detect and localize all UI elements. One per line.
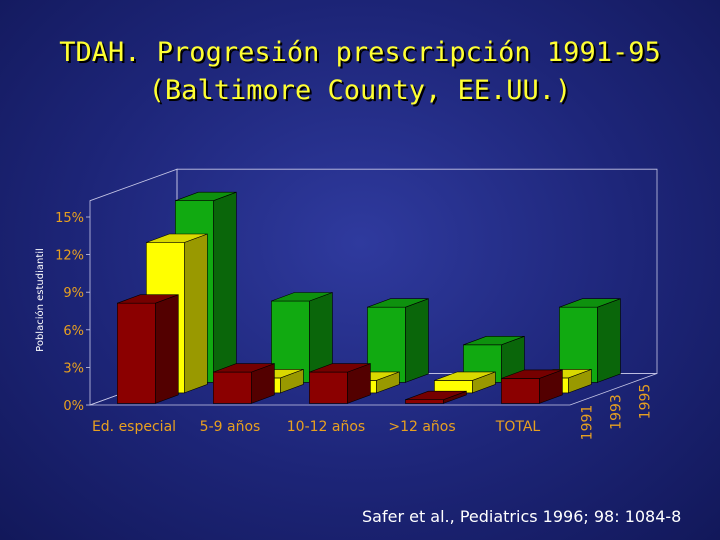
y-tick-label: 0% — [63, 399, 84, 414]
y-tick-label: 12% — [55, 249, 84, 264]
y-tick-label: 3% — [63, 361, 84, 376]
y-tick-label: 9% — [63, 286, 84, 301]
bar-1993-3 — [434, 371, 496, 394]
y-tick-labels: 0% 3% 6% 9% 12% 15% — [55, 211, 90, 414]
title-line-1: TDAH. Progresión prescripción 1991-95 — [59, 37, 661, 68]
bar-1995-1 — [271, 292, 333, 383]
category-label-3: >12 años — [388, 419, 455, 435]
bar-1991-1 — [213, 363, 275, 404]
bar-1991-4 — [501, 369, 563, 404]
source-citation: Safer et al., Pediatrics 1996; 98: 1084-… — [362, 507, 682, 526]
chart-title: TDAH. Progresión prescripción 1991-95 (B… — [0, 34, 720, 110]
series-label-1993: 1993 — [608, 394, 624, 430]
category-labels: Ed. especial 5-9 años 10-12 años >12 años TO… — [92, 419, 540, 435]
bar-1991-3 — [405, 390, 467, 404]
y-axis-label: Población estudiantil — [34, 248, 46, 352]
chart-bars — [117, 191, 621, 404]
category-label-4: TOTAL — [495, 419, 541, 435]
category-label-2: 10-12 años — [287, 419, 365, 435]
bar-1991-0 — [117, 294, 179, 404]
series-depth-labels: 1991 1993 1995 — [579, 384, 653, 441]
series-label-1995: 1995 — [637, 384, 653, 420]
category-label-1: 5-9 años — [200, 419, 261, 435]
y-tick-label: 6% — [63, 324, 84, 339]
y-tick-label: 15% — [55, 211, 84, 226]
bar-1995-2 — [367, 298, 429, 383]
series-label-1991: 1991 — [579, 405, 595, 441]
bar-1991-2 — [309, 363, 371, 404]
title-line-2: (Baltimore County, EE.UU.) — [148, 75, 572, 106]
category-label-0: Ed. especial — [92, 419, 176, 435]
